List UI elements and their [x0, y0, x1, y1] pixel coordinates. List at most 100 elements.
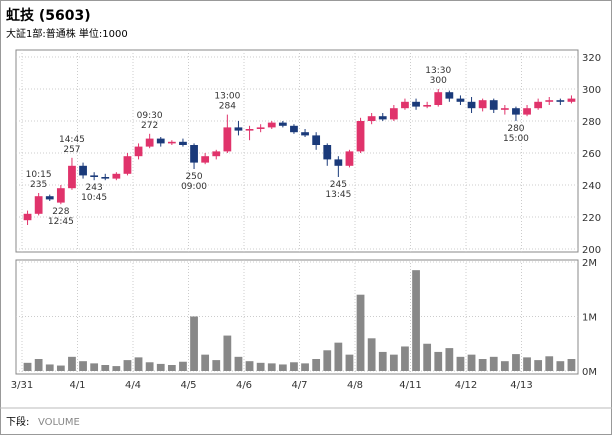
x-tick-label: 4/12: [455, 380, 477, 391]
candle-body: [212, 151, 221, 157]
y-tick-label: 280: [582, 117, 601, 128]
annotation: 228: [52, 207, 69, 217]
volume-bar: [278, 364, 287, 371]
y-tick-label: 0M: [582, 367, 597, 378]
y-tick-label: 220: [582, 213, 601, 224]
volume-bar: [545, 356, 554, 371]
y-tick-label: 320: [582, 53, 601, 64]
x-tick-label: 4/4: [125, 380, 141, 391]
candle-body: [223, 127, 232, 152]
annotation: 15:00: [503, 134, 529, 144]
volume-bar: [500, 361, 509, 371]
annotation: 243: [86, 183, 103, 193]
candle-body: [167, 141, 176, 144]
candle-body: [56, 188, 65, 203]
volume-bar: [445, 348, 454, 371]
candle-body: [245, 129, 254, 131]
volume-bar: [456, 356, 465, 371]
volume-bar: [167, 365, 176, 371]
annotation: 280: [507, 124, 524, 134]
x-tick-label: 4/1: [69, 380, 85, 391]
candle-body: [556, 100, 565, 102]
annotation: 235: [30, 180, 47, 190]
volume-bar: [34, 359, 43, 371]
annotation: 272: [141, 121, 158, 131]
x-tick-label: 4/8: [347, 380, 363, 391]
volume-bar: [556, 361, 565, 371]
candle-body: [389, 108, 398, 120]
candle-body: [467, 101, 476, 109]
footer-caption: 下段:: [6, 415, 29, 428]
candle-body: [312, 135, 321, 145]
candle-body: [290, 125, 298, 133]
volume-bar: [23, 362, 32, 371]
candle-body: [156, 138, 165, 144]
candle-body: [401, 101, 409, 109]
volume-bar: [478, 359, 487, 371]
volume-bar: [223, 335, 232, 371]
annotation: 13:30: [425, 66, 451, 76]
volume-bar: [467, 354, 476, 371]
candle-body: [23, 213, 32, 221]
candle-body: [345, 151, 354, 166]
x-tick-label: 4/6: [236, 380, 252, 391]
annotation: 257: [63, 145, 80, 155]
volume-bar: [567, 359, 576, 371]
chart-title: 虹技 (5603): [6, 7, 91, 24]
volume-bar: [434, 351, 443, 371]
volume-bar: [156, 363, 165, 371]
candle-body: [234, 127, 243, 131]
volume-bar: [389, 354, 398, 371]
candle-body: [267, 122, 276, 128]
volume-bar: [90, 363, 99, 371]
candle-body: [323, 145, 332, 160]
candle-body: [45, 196, 54, 200]
volume-bar: [312, 359, 321, 371]
candle-body: [201, 156, 210, 163]
candle-body: [301, 132, 309, 136]
annotation: 245: [330, 180, 347, 190]
volume-bar: [45, 364, 54, 371]
x-tick-label: 3/31: [11, 380, 33, 391]
candle-body: [101, 177, 110, 179]
annotation: 12:45: [48, 217, 74, 227]
candle-body: [356, 121, 365, 152]
y-tick-label: 200: [582, 245, 601, 256]
candle-body: [445, 92, 454, 99]
volume-bar: [68, 356, 76, 371]
x-tick-label: 4/13: [510, 380, 532, 391]
volume-bar: [534, 360, 543, 371]
annotation: 250: [185, 172, 202, 182]
candle-body: [478, 100, 487, 109]
y-tick-label: 260: [582, 149, 601, 160]
annotation: 09:00: [181, 182, 207, 192]
volume-bar: [489, 356, 498, 371]
candle-body: [567, 98, 576, 102]
volume-bar: [145, 362, 154, 371]
volume-bar: [512, 354, 520, 371]
annotation: 09:30: [137, 111, 163, 121]
x-tick-label: 4/7: [291, 380, 307, 391]
volume-bar: [245, 361, 254, 371]
candle-body: [34, 196, 43, 214]
volume-bar: [290, 362, 298, 371]
annotation: 10:15: [26, 170, 52, 180]
candle-body: [68, 165, 76, 189]
annotation: 10:45: [81, 193, 107, 203]
volume-bar: [179, 361, 187, 371]
chart-subtitle: 大証1部:普通株 単位:1000: [6, 27, 128, 40]
candle-body: [190, 145, 198, 163]
volume-bar: [523, 357, 531, 371]
y-tick-label: 240: [582, 181, 601, 192]
volume-bar: [267, 363, 276, 371]
annotation: 300: [430, 76, 447, 86]
candle-body: [334, 159, 343, 166]
volume-bar: [256, 362, 265, 371]
volume-bar: [345, 354, 354, 371]
candle-body: [123, 156, 132, 174]
candle-body: [489, 100, 498, 110]
x-tick-label: 4/5: [180, 380, 196, 391]
candle-body: [145, 138, 154, 147]
